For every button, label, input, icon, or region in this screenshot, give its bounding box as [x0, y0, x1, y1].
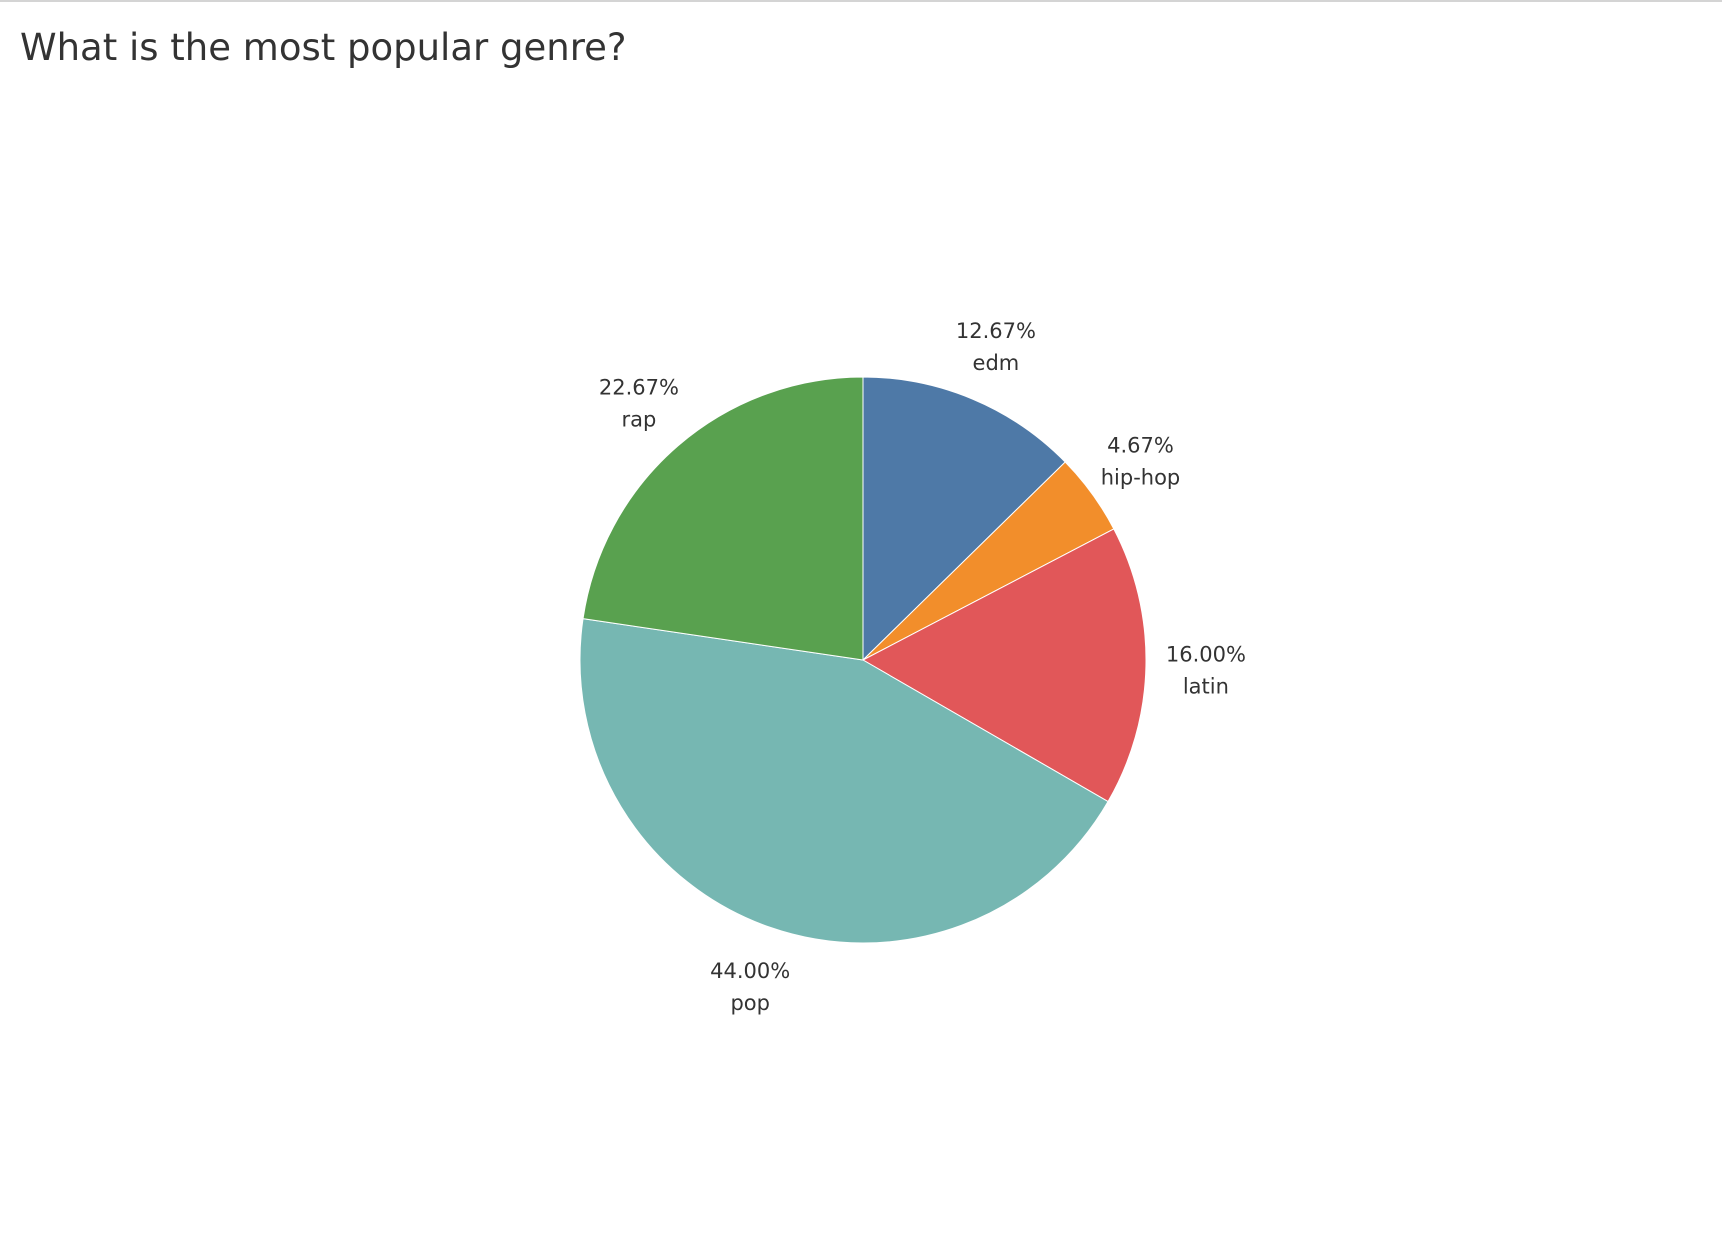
pie-slice-edm[interactable]: [862, 376, 1066, 662]
chart-title: What is the most popular genre?: [20, 26, 627, 69]
slice-value-label: 12.67%: [956, 319, 1036, 343]
slice-value-label: 4.67%: [1107, 434, 1174, 458]
slice-category-label: pop: [730, 991, 770, 1015]
slice-category-label: rap: [621, 407, 656, 431]
pie-slices: [579, 376, 1147, 944]
top-divider: [0, 0, 1722, 2]
slice-value-label: 22.67%: [599, 375, 679, 399]
slice-category-label: latin: [1183, 674, 1229, 698]
pie-labels: 12.67% edm 4.67% hip-hop 16.00% latin 44.00% po…: [599, 319, 1246, 1015]
slice-value-label: 16.00%: [1166, 642, 1246, 666]
slice-category-label: hip-hop: [1101, 466, 1181, 490]
slice-category-label: edm: [973, 351, 1020, 375]
slice-value-label: 44.00%: [710, 959, 790, 983]
pie-slice-latin[interactable]: [861, 528, 1147, 803]
pie-slice-rap[interactable]: [582, 376, 864, 661]
pie-slice-pop[interactable]: [579, 618, 1109, 944]
